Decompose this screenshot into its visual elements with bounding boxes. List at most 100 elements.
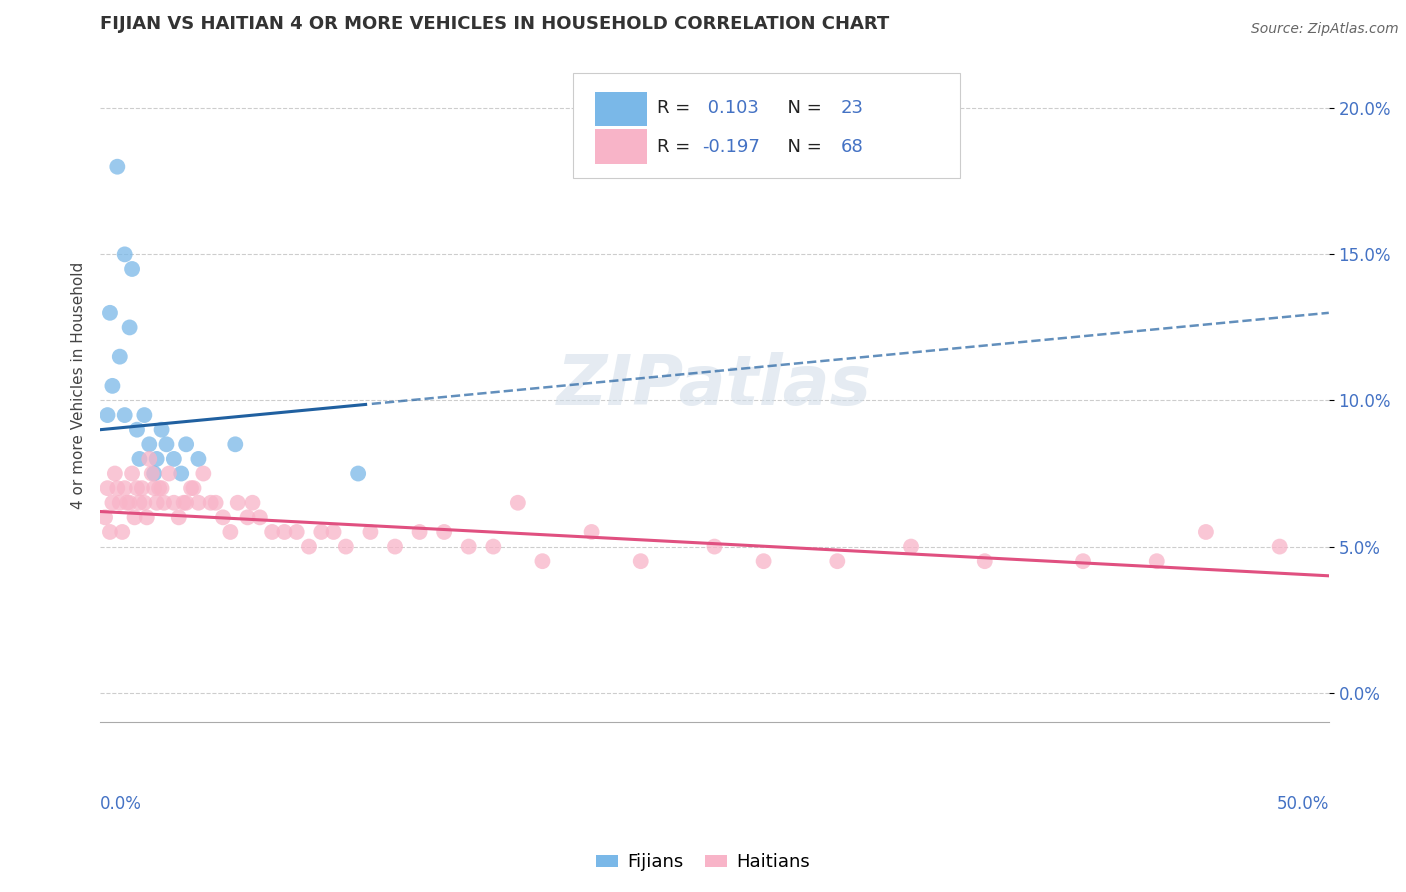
Point — [204, 496, 226, 510]
Point — [359, 524, 381, 539]
Point — [108, 350, 131, 364]
Point — [174, 437, 197, 451]
Point — [1071, 554, 1094, 568]
Point — [118, 496, 141, 510]
Point — [96, 408, 118, 422]
Point — [163, 496, 186, 510]
Point — [384, 540, 406, 554]
Point — [752, 554, 775, 568]
Point — [153, 496, 176, 510]
Point — [155, 437, 177, 451]
Point — [273, 524, 295, 539]
Point — [163, 451, 186, 466]
Text: FIJIAN VS HAITIAN 4 OR MORE VEHICLES IN HOUSEHOLD CORRELATION CHART: FIJIAN VS HAITIAN 4 OR MORE VEHICLES IN … — [100, 15, 890, 33]
Point — [141, 467, 163, 481]
Point — [143, 467, 166, 481]
Point — [96, 481, 118, 495]
Point — [322, 524, 344, 539]
Point — [219, 524, 242, 539]
Point — [98, 524, 121, 539]
Point — [131, 481, 153, 495]
Point — [531, 554, 554, 568]
Point — [226, 496, 249, 510]
Point — [138, 437, 160, 451]
Point — [200, 496, 222, 510]
Text: 0.103: 0.103 — [702, 99, 759, 118]
Point — [581, 524, 603, 539]
FancyBboxPatch shape — [595, 129, 647, 164]
Point — [125, 423, 148, 437]
Point — [482, 540, 505, 554]
Point — [457, 540, 479, 554]
Point — [335, 540, 357, 554]
Point — [433, 524, 456, 539]
Text: R =: R = — [657, 137, 696, 155]
Point — [973, 554, 995, 568]
Point — [114, 247, 136, 261]
Point — [150, 481, 173, 495]
Point — [174, 496, 197, 510]
Point — [183, 481, 205, 495]
Point — [101, 496, 124, 510]
Text: 23: 23 — [841, 99, 865, 118]
Text: 0.0%: 0.0% — [100, 795, 142, 813]
Point — [114, 481, 136, 495]
Point — [506, 496, 529, 510]
Point — [94, 510, 117, 524]
Point — [187, 496, 209, 510]
Point — [121, 262, 143, 277]
Text: Source: ZipAtlas.com: Source: ZipAtlas.com — [1251, 22, 1399, 37]
Text: ZIPatlas: ZIPatlas — [557, 352, 872, 419]
Text: -0.197: -0.197 — [702, 137, 761, 155]
FancyBboxPatch shape — [574, 73, 960, 178]
Point — [249, 510, 271, 524]
Point — [108, 496, 131, 510]
Point — [262, 524, 284, 539]
Point — [134, 408, 156, 422]
Text: N =: N = — [776, 137, 827, 155]
Point — [111, 524, 134, 539]
Point — [115, 496, 138, 510]
Point — [135, 510, 157, 524]
Point — [173, 496, 195, 510]
Point — [101, 379, 124, 393]
Point — [98, 306, 121, 320]
Point — [347, 467, 370, 481]
Point — [145, 451, 167, 466]
Point — [703, 540, 725, 554]
Point — [1146, 554, 1168, 568]
Point — [148, 481, 170, 495]
Point — [242, 496, 264, 510]
Point — [157, 467, 180, 481]
Point — [1268, 540, 1291, 554]
Point — [1195, 524, 1218, 539]
Point — [143, 481, 166, 495]
Point — [125, 481, 148, 495]
Point — [285, 524, 308, 539]
Point — [138, 451, 160, 466]
Point — [298, 540, 321, 554]
Point — [236, 510, 259, 524]
Text: N =: N = — [776, 99, 827, 118]
Point — [134, 496, 156, 510]
Point — [900, 540, 922, 554]
Point — [408, 524, 430, 539]
Text: R =: R = — [657, 99, 696, 118]
Text: 68: 68 — [841, 137, 863, 155]
Y-axis label: 4 or more Vehicles in Household: 4 or more Vehicles in Household — [72, 262, 86, 509]
Point — [170, 467, 193, 481]
Point — [193, 467, 215, 481]
Point — [118, 320, 141, 334]
Point — [224, 437, 246, 451]
Point — [128, 451, 150, 466]
Point — [145, 496, 167, 510]
Point — [180, 481, 202, 495]
Point — [105, 160, 128, 174]
Legend: Fijians, Haitians: Fijians, Haitians — [589, 847, 817, 879]
Point — [311, 524, 333, 539]
Point — [187, 451, 209, 466]
Point — [104, 467, 127, 481]
FancyBboxPatch shape — [595, 92, 647, 127]
Text: 50.0%: 50.0% — [1277, 795, 1329, 813]
Point — [212, 510, 235, 524]
